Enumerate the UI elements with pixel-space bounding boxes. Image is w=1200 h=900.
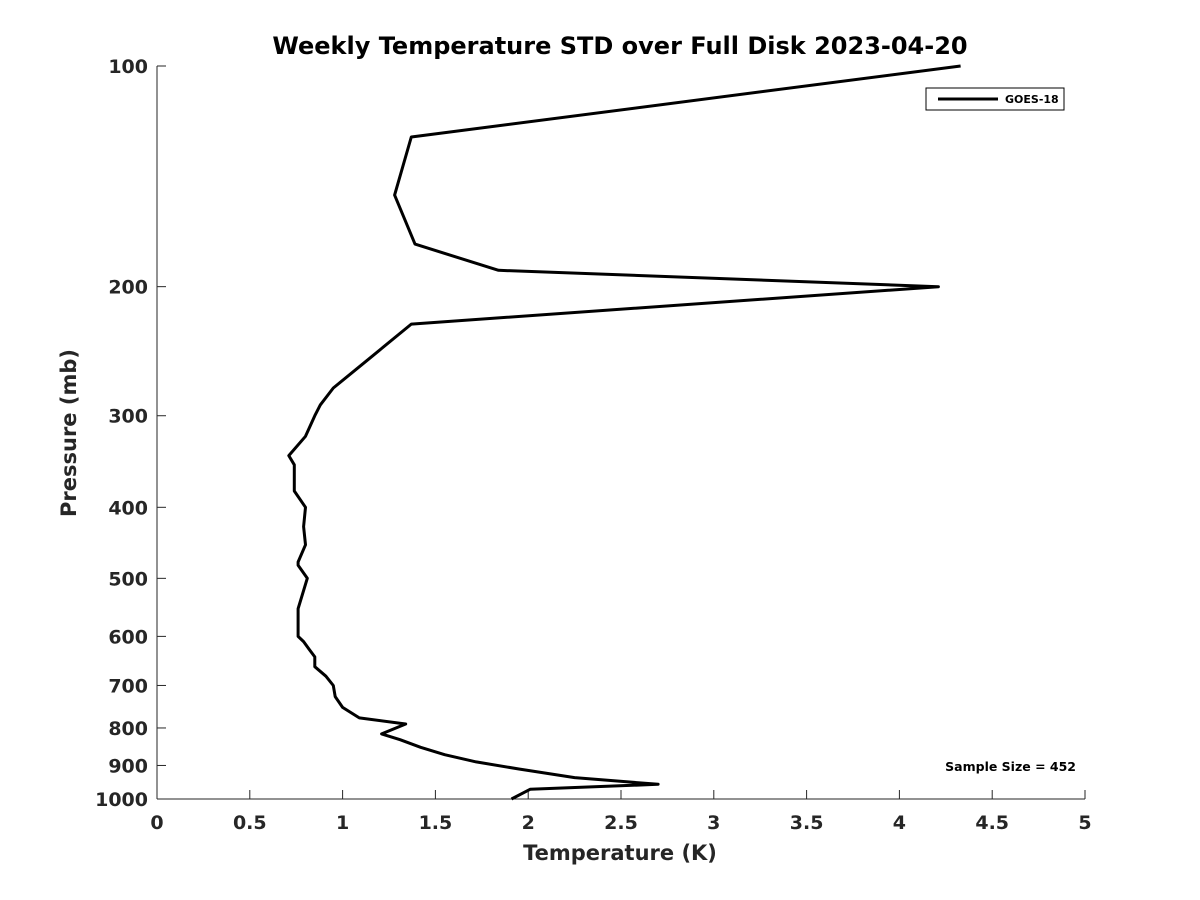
x-axis: 0 0.5 1 1.5 2 2.5 3 3.5 4 4.5 5 bbox=[150, 790, 1092, 834]
x-tick-label: 5 bbox=[1078, 812, 1091, 834]
legend: GOES-18 bbox=[925, 87, 1065, 111]
x-tick-label: 4 bbox=[893, 812, 906, 834]
x-tick-label: 0 bbox=[150, 812, 163, 834]
series-line-goes-18 bbox=[287, 64, 961, 801]
y-tick-label: 100 bbox=[108, 56, 148, 78]
x-tick-label: 1 bbox=[336, 812, 349, 834]
x-tick-label: 2.5 bbox=[604, 812, 638, 834]
chart-title: Weekly Temperature STD over Full Disk 20… bbox=[272, 32, 967, 60]
series-layer bbox=[287, 64, 961, 801]
x-tick-label: 4.5 bbox=[975, 812, 1009, 834]
y-axis-label: Pressure (mb) bbox=[57, 349, 81, 517]
x-tick-label: 1.5 bbox=[419, 812, 453, 834]
x-tick-label: 0.5 bbox=[233, 812, 267, 834]
y-tick-label: 1000 bbox=[95, 789, 148, 811]
y-tick-label: 900 bbox=[108, 755, 148, 777]
y-tick-label: 300 bbox=[108, 406, 148, 428]
y-tick-label: 200 bbox=[108, 277, 148, 299]
x-tick-label: 3 bbox=[707, 812, 720, 834]
plot-area bbox=[156, 66, 1085, 800]
x-tick-label: 2 bbox=[522, 812, 535, 834]
x-tick-label: 3.5 bbox=[790, 812, 824, 834]
x-axis-label: Temperature (K) bbox=[523, 841, 717, 865]
y-tick-label: 800 bbox=[108, 718, 148, 740]
y-axis: 100 200 300 400 500 600 700 800 900 1000 bbox=[95, 56, 166, 811]
y-tick-label: 400 bbox=[108, 497, 148, 519]
sample-size-annotation: Sample Size = 452 bbox=[945, 759, 1076, 774]
y-tick-label: 500 bbox=[108, 568, 148, 590]
legend-label-goes-18: GOES-18 bbox=[1005, 93, 1059, 106]
y-tick-label: 700 bbox=[108, 675, 148, 697]
y-tick-label: 600 bbox=[108, 626, 148, 648]
